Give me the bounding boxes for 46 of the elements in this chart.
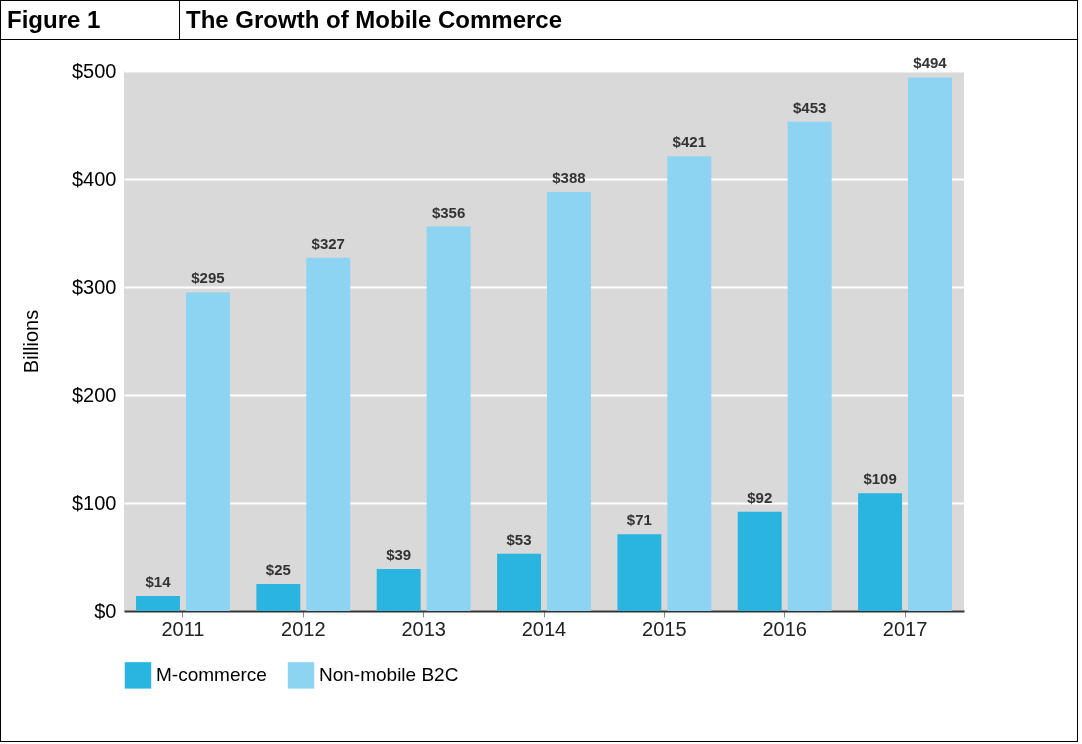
bar	[376, 568, 421, 611]
legend-label: M-commerce	[156, 664, 267, 686]
data-label: $453	[792, 98, 827, 116]
bar	[858, 493, 903, 611]
y-tick-label: $200	[72, 383, 117, 406]
bar	[547, 191, 591, 611]
bar	[426, 226, 471, 611]
y-axis-title: Billions	[20, 309, 43, 374]
data-label: $421	[672, 133, 706, 151]
data-label: $71	[626, 511, 652, 529]
x-tick-label: 2012	[281, 617, 326, 640]
data-label: $494	[913, 54, 948, 72]
chart-title: The Growth of Mobile Commerce	[185, 5, 563, 35]
x-tick-label: 2013	[401, 617, 446, 640]
bar	[667, 156, 712, 611]
y-tick-label: $100	[72, 491, 117, 514]
bar	[617, 534, 662, 611]
x-tick-label: 2017	[882, 617, 928, 640]
bar	[737, 511, 782, 611]
data-label: $39	[386, 545, 412, 563]
data-label: $356	[431, 203, 466, 221]
y-tick-label: $0	[94, 599, 117, 622]
bar	[256, 584, 301, 611]
bar	[306, 257, 351, 611]
x-tick-label: 2015	[642, 617, 687, 640]
y-tick-label: $500	[72, 59, 117, 82]
data-label: $109	[863, 470, 897, 488]
data-label: $327	[311, 234, 345, 252]
data-label: $92	[747, 488, 773, 506]
data-label: $53	[506, 530, 532, 548]
data-label: $25	[265, 561, 291, 578]
y-tick-label: $400	[72, 167, 117, 190]
x-tick-label: 2016	[762, 617, 807, 640]
bar	[497, 553, 541, 611]
bar	[185, 292, 230, 611]
data-label: $388	[552, 168, 586, 186]
x-tick-label: 2011	[161, 617, 205, 640]
bar	[136, 595, 180, 611]
x-tick-label: 2014	[521, 617, 567, 640]
caption: Figure 1	[1, 1, 180, 39]
legend-label: Non-mobile B2C	[319, 664, 459, 686]
data-label: $295	[191, 269, 225, 287]
y-tick-label: $300	[72, 275, 117, 298]
bar	[908, 77, 952, 611]
data-label: $14	[145, 572, 172, 590]
bar	[787, 121, 832, 611]
